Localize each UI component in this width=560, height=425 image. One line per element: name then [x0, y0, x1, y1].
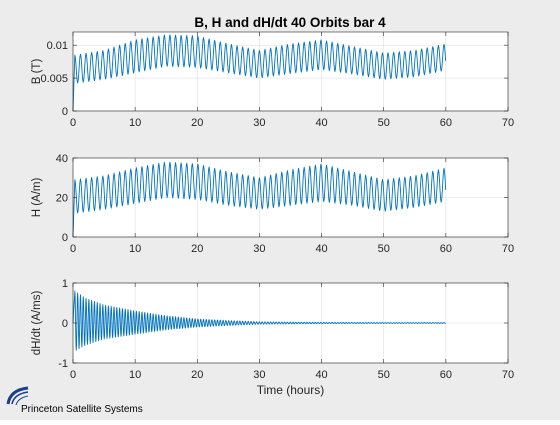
y-axis-label: H (A/m): [31, 178, 43, 218]
x-tick-label: 30: [253, 369, 265, 381]
x-tick-label: 60: [440, 369, 452, 381]
x-tick-label: 30: [253, 117, 265, 129]
pss-logo-text: Princeton Satellite Systems: [21, 404, 143, 415]
x-tick-label: 70: [502, 117, 514, 129]
x-tick-label: 20: [191, 369, 203, 381]
x-tick-label: 20: [191, 243, 203, 255]
x-tick-label: 10: [129, 369, 141, 381]
pss-logo-swoosh-icon: [6, 386, 29, 406]
x-tick-label: 10: [129, 243, 141, 255]
series-line-b-field: [72, 34, 447, 112]
y-axis-label: dH/dt (A/ms): [31, 291, 43, 356]
y-axis-label: B (T): [31, 59, 43, 85]
axes-b-field: 0 10 20 30 40 50 60 70 0 0.005 0.01 B (T): [31, 31, 514, 129]
x-tick-label: 40: [315, 369, 327, 381]
pss-logo: Princeton Satellite Systems: [6, 386, 143, 415]
x-tick-label: 70: [502, 243, 514, 255]
y-tick-label: 20: [56, 193, 68, 205]
series-line-dhdt: [72, 290, 446, 351]
x-tick-label: 0: [70, 243, 76, 255]
y-tick-label: -1: [58, 358, 68, 370]
y-tick-label: 0: [62, 318, 68, 330]
axes-h-field: 0 10 20 30 40 50 60 70 0 20 40 H (A/m): [31, 153, 514, 255]
x-tick-label: 60: [440, 243, 452, 255]
y-tick-label: 0: [62, 232, 68, 244]
x-tick-label: 10: [129, 117, 141, 129]
y-tick-label: 40: [56, 153, 68, 165]
x-tick-label: 50: [378, 243, 390, 255]
x-tick-label: 60: [440, 117, 452, 129]
x-tick-label: 50: [378, 369, 390, 381]
series-line-h-field: [72, 161, 447, 238]
y-tick-label: 0.01: [47, 40, 68, 52]
figure-title: B, H and dH/dt 40 Orbits bar 4: [194, 15, 386, 30]
y-tick-label: 0: [62, 106, 68, 118]
y-tick-label: 1: [62, 278, 68, 290]
x-tick-label: 40: [315, 117, 327, 129]
y-tick-label: 0.005: [40, 73, 68, 85]
x-tick-label: 30: [253, 243, 265, 255]
x-tick-label: 50: [378, 117, 390, 129]
x-tick-label: 20: [191, 117, 203, 129]
axes-frame-b-field: [72, 31, 509, 112]
x-axis-label: Time (hours): [257, 383, 325, 397]
x-tick-label: 70: [502, 369, 514, 381]
x-tick-label: 0: [70, 369, 76, 381]
x-tick-label: 0: [70, 117, 76, 129]
x-tick-label: 40: [315, 243, 327, 255]
